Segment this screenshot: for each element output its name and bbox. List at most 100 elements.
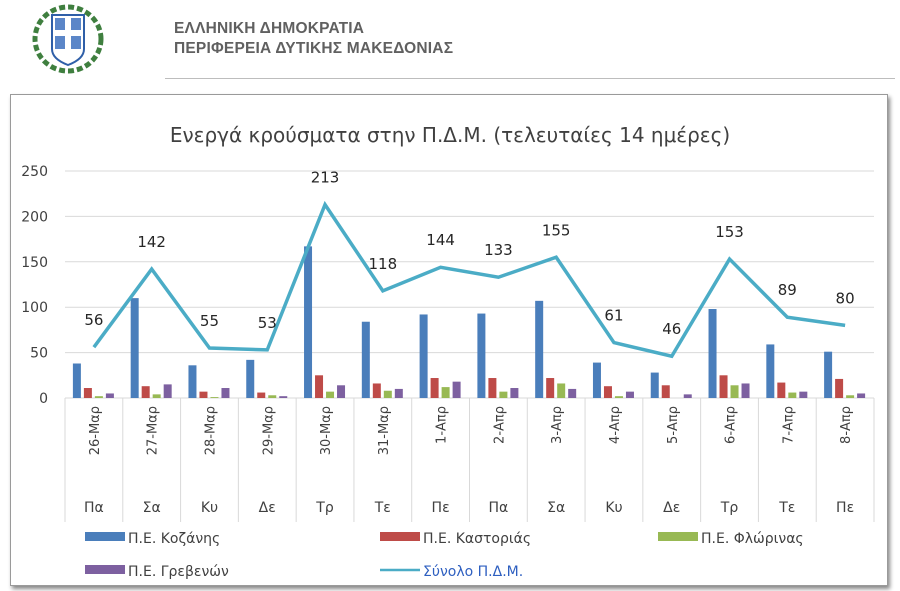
legend-swatch [658,532,698,541]
bar-1 [708,309,717,398]
bar-1 [419,314,428,398]
bar-4 [683,394,692,398]
data-label: 155 [542,221,571,239]
x-day-label: Πα [489,500,509,516]
bar-1 [304,246,313,398]
bar-2 [430,378,439,398]
x-day-label: Σα [143,500,161,516]
x-day-label: Τε [374,500,391,516]
data-label: 118 [369,255,398,273]
y-tick-label: 200 [21,209,48,225]
x-date-label: 30-Μαρ [319,406,334,455]
bar-1 [246,359,255,398]
x-day-label: Κυ [201,500,218,516]
bar-3 [383,390,392,398]
bar-3 [788,392,797,398]
data-label: 144 [426,231,455,249]
bar-1 [535,300,544,398]
x-date-label: 31-Μαρ [377,406,392,455]
bar-3 [499,391,508,398]
x-day-label: Τρ [720,500,739,516]
header-divider [165,78,895,79]
bar-3 [94,396,103,398]
legend-label: Π.Ε. Γρεβενών [128,564,229,580]
bar-3 [846,395,855,398]
bar-3 [614,396,623,398]
y-tick-label: 50 [30,346,48,362]
bar-1 [477,313,486,398]
data-label: 213 [311,169,340,187]
data-label: 46 [662,320,681,338]
bar-2 [777,382,786,398]
legend-label: Π.Ε. Φλώρινας [701,531,804,547]
bar-1 [188,365,197,398]
bar-2 [835,378,844,398]
bar-2 [603,386,612,398]
bar-3 [268,395,277,398]
bar-2 [488,378,497,398]
x-date-label: 26-Μαρ [88,406,103,455]
bar-2 [199,391,208,398]
bar-4 [799,391,808,398]
x-day-label: Δε [663,500,680,516]
bar-3 [152,394,161,398]
y-tick-label: 250 [21,164,48,180]
header-line-1: ΕΛΛΗΝΙΚΗ ΔΗΜΟΚΡΑΤΙΑ [174,20,365,37]
y-tick-label: 100 [21,300,48,316]
bar-1 [361,321,370,398]
x-date-label: 3-Απρ [550,406,565,444]
bar-4 [741,383,750,398]
legend-label: Π.Ε. Καστοριάς [423,531,531,547]
x-date-label: 7-Απρ [781,406,796,444]
data-label: 56 [84,311,103,329]
chart-title: Ενεργά κρούσματα στην Π.Δ.Μ. (τελευταίες… [170,123,730,147]
header-title: ΕΛΛΗΝΙΚΗ ΔΗΜΟΚΡΑΤΙΑ ΠΕΡΙΦΕΡΕΙΑ ΔΥΤΙΚΗΣ Μ… [174,19,453,59]
data-label: 80 [836,289,855,307]
chart-frame [10,94,888,586]
bar-4 [221,388,230,398]
x-day-label: Πα [84,500,104,516]
bar-2 [546,378,555,398]
header-line-2: ΠΕΡΙΦΕΡΕΙΑ ΔΥΤΙΚΗΣ ΜΑΚΕΔΟΝΙΑΣ [174,40,454,57]
x-date-label: 4-Απρ [608,406,623,444]
bar-2 [141,386,150,398]
data-label: 53 [258,314,277,332]
bar-1 [824,351,833,398]
x-date-label: 1-Απρ [435,406,450,444]
legend-swatch [85,565,125,574]
bar-3 [557,383,566,398]
x-date-label: 27-Μαρ [146,406,161,455]
x-date-label: 6-Απρ [724,406,739,444]
data-label: 153 [715,223,744,241]
x-date-label: 8-Απρ [839,406,854,444]
bar-4 [568,388,577,398]
greek-coat-of-arms-logo [32,4,104,74]
bar-4 [510,388,519,398]
x-day-label: Τε [778,500,795,516]
bar-4 [105,393,114,398]
bar-2 [719,375,728,398]
data-label: 142 [137,233,166,251]
x-day-label: Πε [432,500,450,516]
bar-4 [163,384,172,398]
x-date-label: 28-Μαρ [203,406,218,455]
bar-1 [766,344,775,398]
bar-4 [625,391,634,398]
data-label: 55 [200,312,219,330]
x-day-label: Δε [259,500,276,516]
data-label: 61 [604,307,623,325]
bar-1 [650,372,659,398]
x-day-label: Σα [547,500,565,516]
bar-3 [326,391,335,398]
bar-2 [372,383,381,398]
data-label: 89 [778,281,797,299]
bar-4 [452,381,461,398]
bar-2 [257,392,266,398]
legend-swatch [380,532,420,541]
bar-2 [315,375,324,398]
bar-2 [661,385,670,398]
bar-1 [72,363,81,398]
bar-4 [857,393,866,398]
y-tick-label: 0 [39,391,48,407]
